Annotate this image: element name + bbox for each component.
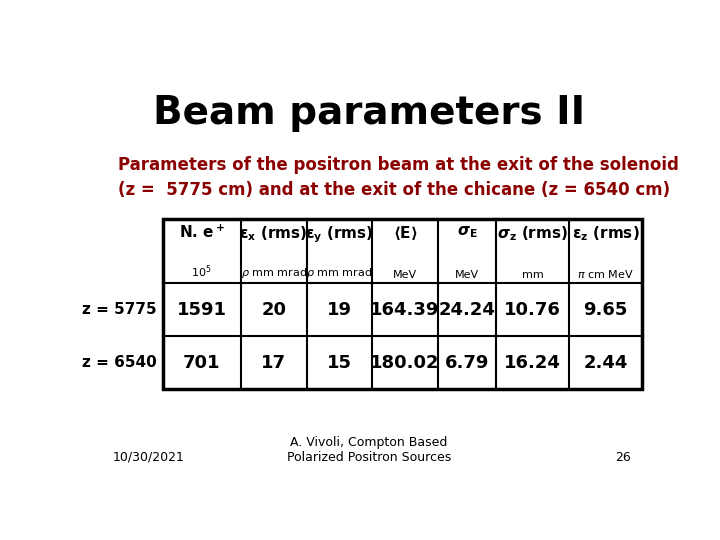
Text: 10/30/2021: 10/30/2021 [112, 451, 184, 464]
Text: $\rho$ mm mrad: $\rho$ mm mrad [306, 266, 372, 280]
Text: 24.24: 24.24 [438, 301, 495, 319]
Text: 1591: 1591 [176, 301, 227, 319]
Text: $\rho$ mm mrad: $\rho$ mm mrad [240, 266, 307, 280]
Text: z = 5775: z = 5775 [82, 302, 157, 318]
Text: 16.24: 16.24 [504, 354, 561, 372]
Text: 15: 15 [327, 354, 352, 372]
Text: N. $\mathbf{e^+}$: N. $\mathbf{e^+}$ [179, 224, 225, 241]
Text: $\pi$ cm MeV: $\pi$ cm MeV [577, 268, 634, 280]
Bar [163, 219, 642, 389]
Text: Beam parameters II: Beam parameters II [153, 94, 585, 132]
Text: z = 6540: z = 6540 [82, 355, 157, 370]
Text: 164.39: 164.39 [370, 301, 440, 319]
Text: $\boldsymbol{\varepsilon}_\mathbf{z}$ (rms): $\boldsymbol{\varepsilon}_\mathbf{z}$ (r… [572, 224, 639, 243]
Text: $\boldsymbol{\sigma}_\mathbf{E}$: $\boldsymbol{\sigma}_\mathbf{E}$ [456, 224, 477, 240]
Text: 17: 17 [261, 354, 286, 372]
Text: Parameters of the positron beam at the exit of the solenoid: Parameters of the positron beam at the e… [118, 156, 679, 174]
Text: (z =  5775 cm) and at the exit of the chicane (z = 6540 cm): (z = 5775 cm) and at the exit of the chi… [118, 181, 670, 199]
Text: $10^5$: $10^5$ [192, 264, 212, 280]
Text: 20: 20 [261, 301, 286, 319]
Text: 180.02: 180.02 [370, 354, 440, 372]
Text: 9.65: 9.65 [584, 301, 628, 319]
Text: MeV: MeV [455, 270, 479, 280]
Text: 10.76: 10.76 [504, 301, 561, 319]
Text: $\mathbf{\langle E\rangle}$: $\mathbf{\langle E\rangle}$ [392, 224, 418, 242]
Text: $\boldsymbol{\varepsilon}_\mathbf{y}$ (rms): $\boldsymbol{\varepsilon}_\mathbf{y}$ (r… [305, 224, 374, 245]
Text: $\boldsymbol{\sigma}_\mathbf{z}$ (rms): $\boldsymbol{\sigma}_\mathbf{z}$ (rms) [497, 224, 568, 243]
Text: mm: mm [522, 270, 544, 280]
Text: 26: 26 [616, 451, 631, 464]
Text: MeV: MeV [393, 270, 417, 280]
Text: 2.44: 2.44 [584, 354, 628, 372]
Text: $\boldsymbol{\varepsilon}_\mathbf{x}$ (rms): $\boldsymbol{\varepsilon}_\mathbf{x}$ (r… [240, 224, 308, 243]
Text: 701: 701 [183, 354, 220, 372]
Text: 6.79: 6.79 [445, 354, 489, 372]
Text: 19: 19 [327, 301, 352, 319]
Text: A. Vivoli, Compton Based
Polarized Positron Sources: A. Vivoli, Compton Based Polarized Posit… [287, 436, 451, 464]
